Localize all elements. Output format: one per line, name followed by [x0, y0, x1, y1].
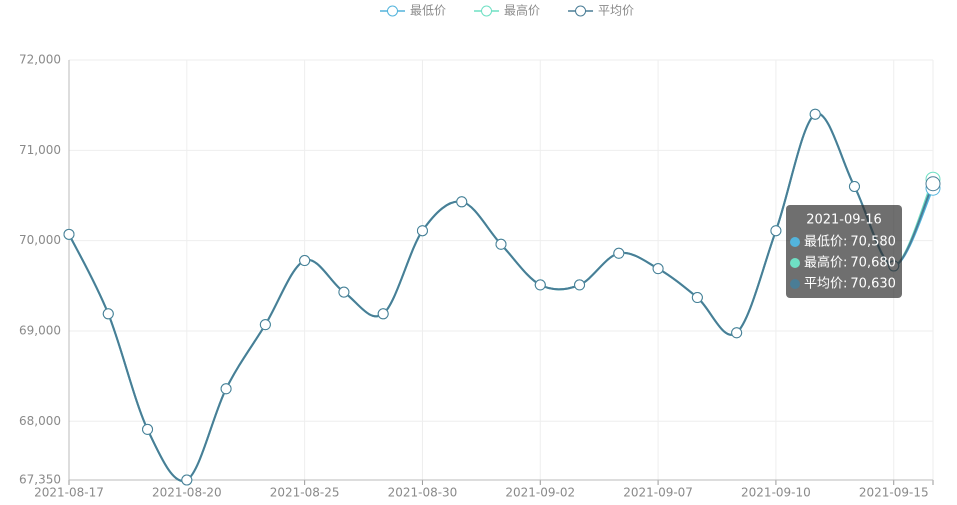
data-point	[848, 180, 860, 192]
data-point	[456, 196, 468, 208]
x-tick-label: 2021-08-20	[152, 486, 222, 500]
data-point	[613, 247, 625, 259]
legend-item[interactable]: 最低价	[380, 4, 446, 18]
tooltip-sep: :	[843, 277, 847, 292]
x-tick-label: 2021-09-15	[859, 486, 929, 500]
tooltip-dot	[790, 279, 800, 289]
data-point	[574, 279, 586, 291]
legend-label: 最低价	[410, 4, 446, 18]
tooltip-name: 最低价	[804, 235, 843, 250]
data-point	[102, 308, 114, 320]
tooltip: 2021-09-16 最低价: 70,580 最高价: 70,680 平均价: 70,…	[786, 205, 902, 298]
data-point	[220, 383, 232, 395]
tooltip-name: 平均价	[804, 277, 843, 292]
tooltip-sep: :	[843, 235, 847, 250]
data-point	[925, 176, 941, 192]
x-tick-label: 2021-08-30	[388, 486, 458, 500]
tooltip-title: 2021-09-16	[806, 213, 882, 228]
y-tick-label: 67,350	[19, 473, 61, 487]
data-point	[731, 327, 743, 339]
data-point	[299, 255, 311, 267]
tooltip-dot	[790, 237, 800, 247]
legend-symbol	[575, 5, 587, 17]
x-tick-label: 2021-09-07	[623, 486, 693, 500]
tooltip-name: 最高价	[804, 255, 843, 271]
legend-item[interactable]: 最高价	[474, 3, 540, 18]
x-tick-label: 2021-09-02	[505, 486, 575, 500]
data-point	[259, 319, 271, 331]
x-tick-label: 2021-08-17	[34, 486, 104, 500]
data-point	[142, 423, 154, 435]
tooltip-value: 70,680	[850, 256, 896, 271]
data-point	[416, 225, 428, 237]
tooltip-box	[786, 205, 902, 298]
y-tick-label: 71,000	[19, 143, 61, 157]
legend-label: 最高价	[504, 3, 540, 18]
y-tick-label: 70,000	[19, 233, 61, 247]
data-point	[534, 279, 546, 291]
tooltip-value: 70,580	[850, 235, 896, 250]
data-point	[652, 263, 664, 275]
legend-item[interactable]: 平均价	[568, 4, 634, 18]
data-point	[809, 108, 821, 120]
legend-symbol	[387, 5, 398, 17]
tooltip-sep: :	[843, 256, 847, 271]
data-point	[770, 225, 782, 237]
data-point	[495, 238, 507, 250]
tooltip-dot	[790, 258, 800, 268]
y-tick-label: 72,000	[19, 53, 61, 67]
legend-label: 平均价	[598, 4, 634, 18]
data-point	[181, 474, 193, 486]
legend-symbol	[481, 5, 493, 17]
y-tick-label: 69,000	[19, 323, 61, 337]
data-point	[377, 308, 389, 320]
data-point	[691, 292, 703, 304]
data-point	[338, 286, 350, 298]
y-tick-label: 68,000	[19, 414, 61, 428]
x-tick-label: 2021-08-25	[270, 486, 340, 500]
tooltip-value: 70,630	[850, 277, 896, 292]
data-point	[63, 228, 75, 240]
x-tick-label: 2021-09-10	[741, 486, 811, 500]
